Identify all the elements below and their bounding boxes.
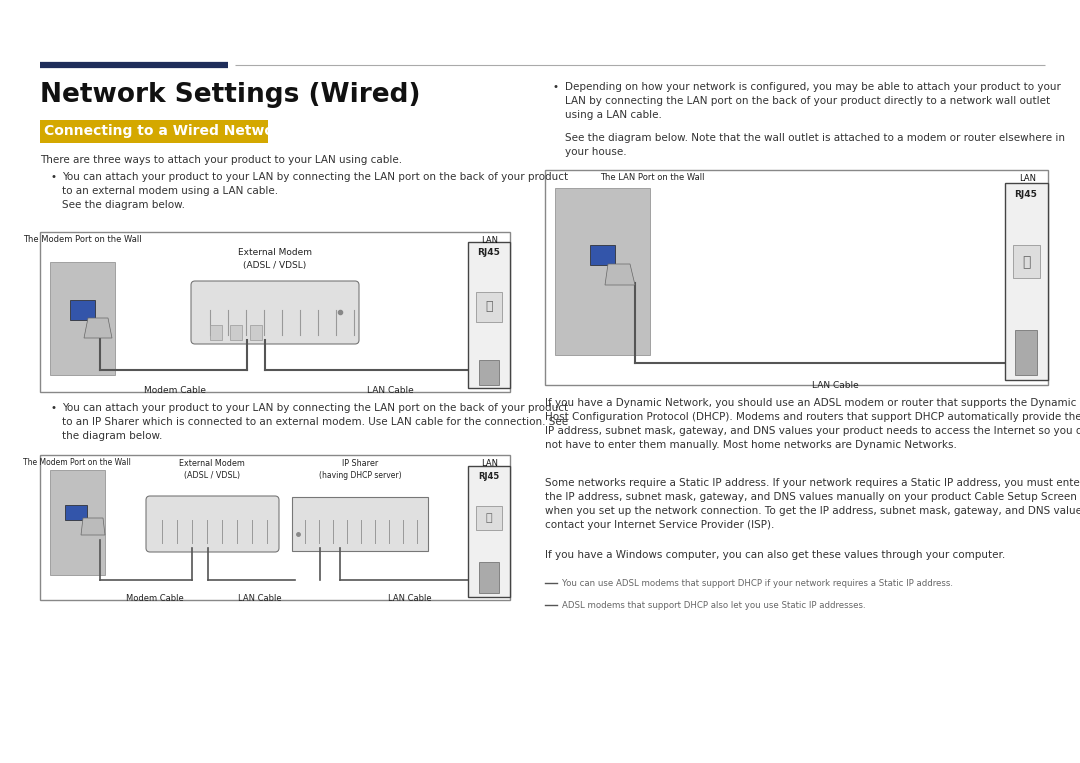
Text: ⚿: ⚿ bbox=[485, 301, 492, 314]
Polygon shape bbox=[590, 245, 615, 265]
Polygon shape bbox=[81, 518, 105, 535]
FancyBboxPatch shape bbox=[146, 496, 279, 552]
Text: LAN Cable: LAN Cable bbox=[388, 594, 432, 603]
Polygon shape bbox=[1005, 183, 1048, 380]
Text: (having DHCP server): (having DHCP server) bbox=[319, 471, 402, 480]
Text: Connecting to a Wired Network: Connecting to a Wired Network bbox=[44, 124, 291, 138]
Polygon shape bbox=[545, 170, 1048, 385]
Polygon shape bbox=[1013, 245, 1040, 278]
Text: Modem Cable: Modem Cable bbox=[126, 594, 184, 603]
Polygon shape bbox=[70, 300, 95, 320]
Text: ADSL modems that support DHCP also let you use Static IP addresses.: ADSL modems that support DHCP also let y… bbox=[562, 600, 866, 610]
Polygon shape bbox=[480, 360, 499, 385]
Text: ⚿: ⚿ bbox=[1022, 255, 1030, 269]
Text: RJ45: RJ45 bbox=[478, 472, 500, 481]
Text: You can attach your product to your LAN by connecting the LAN port on the back o: You can attach your product to your LAN … bbox=[62, 172, 568, 210]
Text: Depending on how your network is configured, you may be able to attach your prod: Depending on how your network is configu… bbox=[565, 82, 1061, 120]
Text: RJ45: RJ45 bbox=[1014, 190, 1038, 199]
Text: (ADSL / VDSL): (ADSL / VDSL) bbox=[243, 261, 307, 270]
Polygon shape bbox=[40, 455, 510, 600]
Text: ⚿: ⚿ bbox=[486, 513, 492, 523]
FancyBboxPatch shape bbox=[292, 497, 428, 551]
Polygon shape bbox=[50, 470, 105, 575]
Text: The LAN Port on the Wall: The LAN Port on the Wall bbox=[600, 173, 704, 182]
Text: The Modem Port on the Wall: The Modem Port on the Wall bbox=[23, 235, 141, 244]
Polygon shape bbox=[476, 506, 502, 530]
Text: LAN Cable: LAN Cable bbox=[366, 386, 414, 395]
Polygon shape bbox=[555, 188, 650, 355]
Text: LAN Cable: LAN Cable bbox=[812, 381, 859, 390]
Polygon shape bbox=[210, 325, 222, 340]
Text: You can attach your product to your LAN by connecting the LAN port on the back o: You can attach your product to your LAN … bbox=[62, 403, 568, 441]
Text: If you have a Windows computer, you can also get these values through your compu: If you have a Windows computer, you can … bbox=[545, 550, 1005, 560]
Polygon shape bbox=[84, 318, 112, 338]
Polygon shape bbox=[468, 242, 510, 388]
Text: Modem Cable: Modem Cable bbox=[144, 386, 206, 395]
Text: LAN: LAN bbox=[482, 236, 499, 245]
Polygon shape bbox=[40, 232, 510, 392]
Polygon shape bbox=[65, 505, 87, 520]
Polygon shape bbox=[249, 325, 262, 340]
Text: •: • bbox=[50, 403, 56, 413]
Text: The Modem Port on the Wall: The Modem Port on the Wall bbox=[23, 458, 131, 467]
Text: You can use ADSL modems that support DHCP if your network requires a Static IP a: You can use ADSL modems that support DHC… bbox=[562, 578, 953, 588]
Polygon shape bbox=[1015, 330, 1037, 375]
Text: If you have a Dynamic Network, you should use an ADSL modem or router that suppo: If you have a Dynamic Network, you shoul… bbox=[545, 398, 1080, 450]
Text: •: • bbox=[50, 172, 56, 182]
Text: Some networks require a Static IP address. If your network requires a Static IP : Some networks require a Static IP addres… bbox=[545, 478, 1080, 530]
Text: •: • bbox=[553, 82, 559, 92]
Polygon shape bbox=[230, 325, 242, 340]
Polygon shape bbox=[50, 262, 114, 375]
Text: LAN: LAN bbox=[1020, 174, 1037, 183]
FancyBboxPatch shape bbox=[191, 281, 359, 344]
Polygon shape bbox=[480, 562, 499, 593]
Text: (ADSL / VDSL): (ADSL / VDSL) bbox=[184, 471, 240, 480]
Text: External Modem: External Modem bbox=[238, 248, 312, 257]
Polygon shape bbox=[605, 264, 635, 285]
Polygon shape bbox=[476, 292, 502, 322]
Text: See the diagram below. Note that the wall outlet is attached to a modem or route: See the diagram below. Note that the wal… bbox=[565, 133, 1065, 157]
Text: External Modem: External Modem bbox=[179, 459, 245, 468]
Text: There are three ways to attach your product to your LAN using cable.: There are three ways to attach your prod… bbox=[40, 155, 402, 165]
Polygon shape bbox=[468, 466, 510, 597]
Text: LAN: LAN bbox=[482, 459, 499, 468]
Text: Network Settings (Wired): Network Settings (Wired) bbox=[40, 82, 420, 108]
Text: IP Sharer: IP Sharer bbox=[342, 459, 378, 468]
Text: RJ45: RJ45 bbox=[477, 248, 500, 257]
Text: LAN Cable: LAN Cable bbox=[239, 594, 282, 603]
Polygon shape bbox=[40, 120, 268, 143]
